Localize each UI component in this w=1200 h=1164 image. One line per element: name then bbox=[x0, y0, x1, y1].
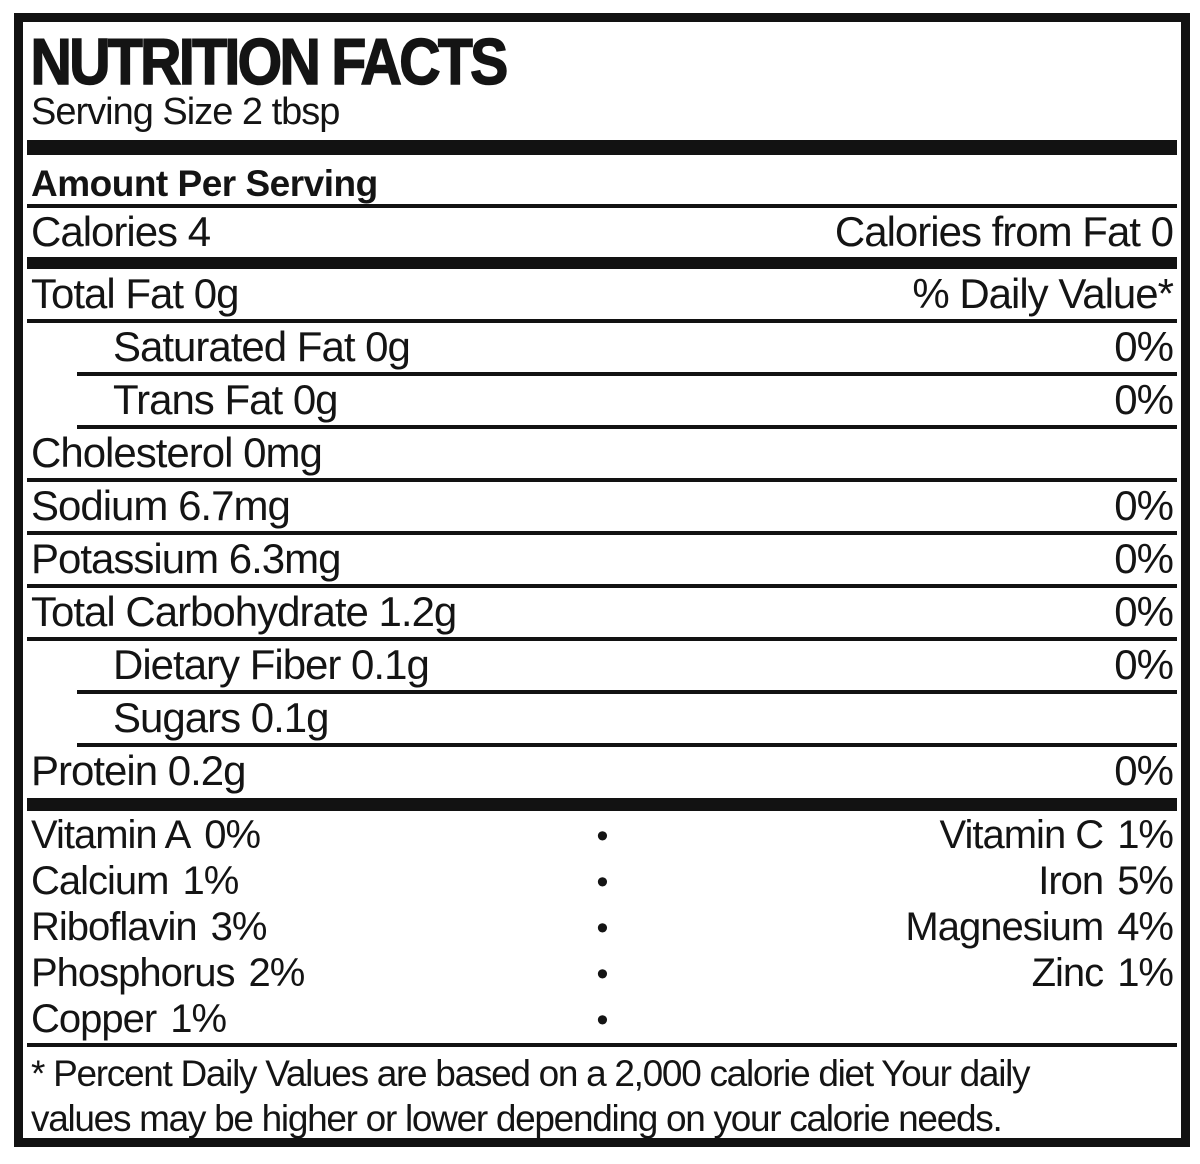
footnote-line-2: values may be higher or lower depending … bbox=[31, 1097, 1003, 1139]
divider-thin-indented bbox=[77, 424, 1177, 429]
micronutrient-row-2: Calcium 1% • Iron 5% bbox=[27, 859, 1177, 905]
nutrient-row-saturated-fat: Saturated Fat 0g 0% bbox=[27, 323, 1177, 372]
nutrient-value: 0% bbox=[1114, 641, 1174, 689]
bullet-dot-icon: • bbox=[596, 954, 609, 993]
micronutrient-name: Phosphorus bbox=[31, 951, 235, 996]
divider-thin-footnote bbox=[27, 1042, 1177, 1047]
divider-thin bbox=[27, 203, 1177, 208]
nutrient-label: Trans Fat 0g bbox=[113, 376, 339, 424]
nutrient-value: 0% bbox=[1114, 747, 1174, 795]
micronutrient-name: Calcium bbox=[31, 859, 169, 904]
micronutrient-name: Vitamin C bbox=[939, 813, 1105, 858]
nutrient-value: 0% bbox=[1114, 588, 1174, 636]
micronutrient-right: Zinc 1% bbox=[615, 951, 1174, 996]
divider-thick-header bbox=[27, 139, 1177, 155]
nutrient-row-sugars: Sugars 0.1g bbox=[27, 694, 1177, 743]
nutrient-row-dietary-fiber: Dietary Fiber 0.1g 0% bbox=[27, 641, 1177, 690]
daily-values-footnote: * Percent Daily Values are based on a 2,… bbox=[27, 1047, 1177, 1139]
serving-size-text: Serving Size 2 tbsp bbox=[31, 91, 340, 133]
nutrient-value: 0% bbox=[1114, 323, 1174, 371]
calories-row: Calories 4 Calories from Fat 0 bbox=[27, 208, 1177, 256]
micronutrient-row-1: Vitamin A 0% • Vitamin C 1% bbox=[27, 813, 1177, 859]
nutrient-row-potassium: Potassium 6.3mg 0% bbox=[27, 535, 1177, 584]
amount-per-serving-heading: Amount Per Serving bbox=[31, 162, 378, 204]
daily-value-header: % Daily Value* bbox=[912, 270, 1174, 318]
bullet-dot-icon: • bbox=[596, 862, 609, 901]
divider-thick-protein bbox=[27, 797, 1177, 811]
divider-thin bbox=[27, 318, 1177, 323]
micronutrient-left: Phosphorus 2% bbox=[31, 951, 589, 996]
nutrient-value: 0% bbox=[1114, 535, 1174, 583]
micronutrient-name: Magnesium bbox=[905, 905, 1104, 950]
micronutrient-right: Magnesium 4% bbox=[615, 905, 1174, 950]
micronutrient-left: Riboflavin 3% bbox=[31, 905, 589, 950]
micronutrient-row-3: Riboflavin 3% • Magnesium 4% bbox=[27, 905, 1177, 951]
micronutrient-value: 5% bbox=[1117, 859, 1174, 904]
micronutrient-name: Copper bbox=[31, 997, 157, 1042]
divider-thin-indented bbox=[77, 689, 1177, 694]
nutrient-row-total-carbohydrate: Total Carbohydrate 1.2g 0% bbox=[27, 588, 1177, 637]
bullet-dot-icon: • bbox=[596, 816, 609, 855]
footnote-line-1: * Percent Daily Values are based on a 2,… bbox=[31, 1052, 1031, 1094]
nutrition-facts-label: NUTRITION FACTS Serving Size 2 tbsp Amou… bbox=[14, 13, 1190, 1147]
micronutrient-left: Calcium 1% bbox=[31, 859, 589, 904]
micronutrient-left: Copper 1% bbox=[31, 997, 589, 1042]
divider-thin-indented bbox=[77, 371, 1177, 376]
micronutrient-value: 0% bbox=[204, 813, 261, 858]
bullet-dot-icon: • bbox=[596, 1000, 609, 1039]
micronutrient-row-5: Copper 1% • bbox=[27, 997, 1177, 1043]
micronutrient-name: Zinc bbox=[1031, 951, 1105, 996]
divider-thin bbox=[27, 583, 1177, 588]
nutrient-row-total-fat: Total Fat 0g % Daily Value* bbox=[27, 270, 1177, 319]
micronutrient-name: Iron bbox=[1038, 859, 1104, 904]
micronutrient-name: Riboflavin bbox=[31, 905, 198, 950]
micronutrient-right: Iron 5% bbox=[615, 859, 1174, 904]
micronutrient-value: 2% bbox=[248, 951, 305, 996]
nutrient-label: Sodium 6.7mg bbox=[31, 482, 291, 530]
micronutrient-right bbox=[615, 997, 1173, 1042]
micronutrient-value: 1% bbox=[1117, 813, 1174, 858]
micronutrient-value: 3% bbox=[210, 905, 268, 950]
micronutrient-value: 1% bbox=[182, 859, 239, 904]
nutrient-row-sodium: Sodium 6.7mg 0% bbox=[27, 482, 1177, 531]
divider-thin bbox=[27, 636, 1177, 641]
nutrient-label: Total Fat 0g bbox=[31, 270, 239, 318]
micronutrient-value: 1% bbox=[170, 997, 227, 1042]
micronutrient-value: 1% bbox=[1117, 951, 1174, 996]
divider-thick-calories bbox=[27, 256, 1177, 269]
divider-thin bbox=[27, 530, 1177, 535]
nutrient-row-protein: Protein 0.2g 0% bbox=[27, 747, 1177, 796]
nutrient-value: 0% bbox=[1114, 376, 1174, 424]
nutrient-label: Dietary Fiber 0.1g bbox=[113, 641, 430, 689]
nutrient-label: Saturated Fat 0g bbox=[113, 323, 411, 371]
divider-thin-indented bbox=[77, 742, 1177, 747]
micronutrient-name: Vitamin A bbox=[31, 813, 191, 858]
micronutrient-right: Vitamin C 1% bbox=[615, 813, 1174, 858]
label-title: NUTRITION FACTS bbox=[30, 25, 509, 98]
bullet-dot-icon: • bbox=[596, 908, 609, 947]
divider-thin bbox=[27, 477, 1177, 482]
nutrient-label: Sugars 0.1g bbox=[113, 694, 329, 742]
micronutrient-value: 4% bbox=[1117, 905, 1174, 950]
nutrient-row-cholesterol: Cholesterol 0mg bbox=[27, 429, 1177, 478]
nutrient-label: Total Carbohydrate 1.2g bbox=[31, 588, 457, 636]
nutrient-value: 0% bbox=[1114, 482, 1174, 530]
nutrient-label: Potassium 6.3mg bbox=[31, 535, 341, 583]
calories-from-fat-label: Calories from Fat 0 bbox=[834, 207, 1174, 255]
nutrient-row-trans-fat: Trans Fat 0g 0% bbox=[27, 376, 1177, 425]
micronutrient-left: Vitamin A 0% bbox=[31, 813, 589, 858]
nutrient-label: Protein 0.2g bbox=[31, 747, 246, 795]
calories-label: Calories 4 bbox=[31, 207, 211, 255]
nutrient-label: Cholesterol 0mg bbox=[31, 429, 323, 477]
micronutrient-row-4: Phosphorus 2% • Zinc 1% bbox=[27, 951, 1177, 997]
